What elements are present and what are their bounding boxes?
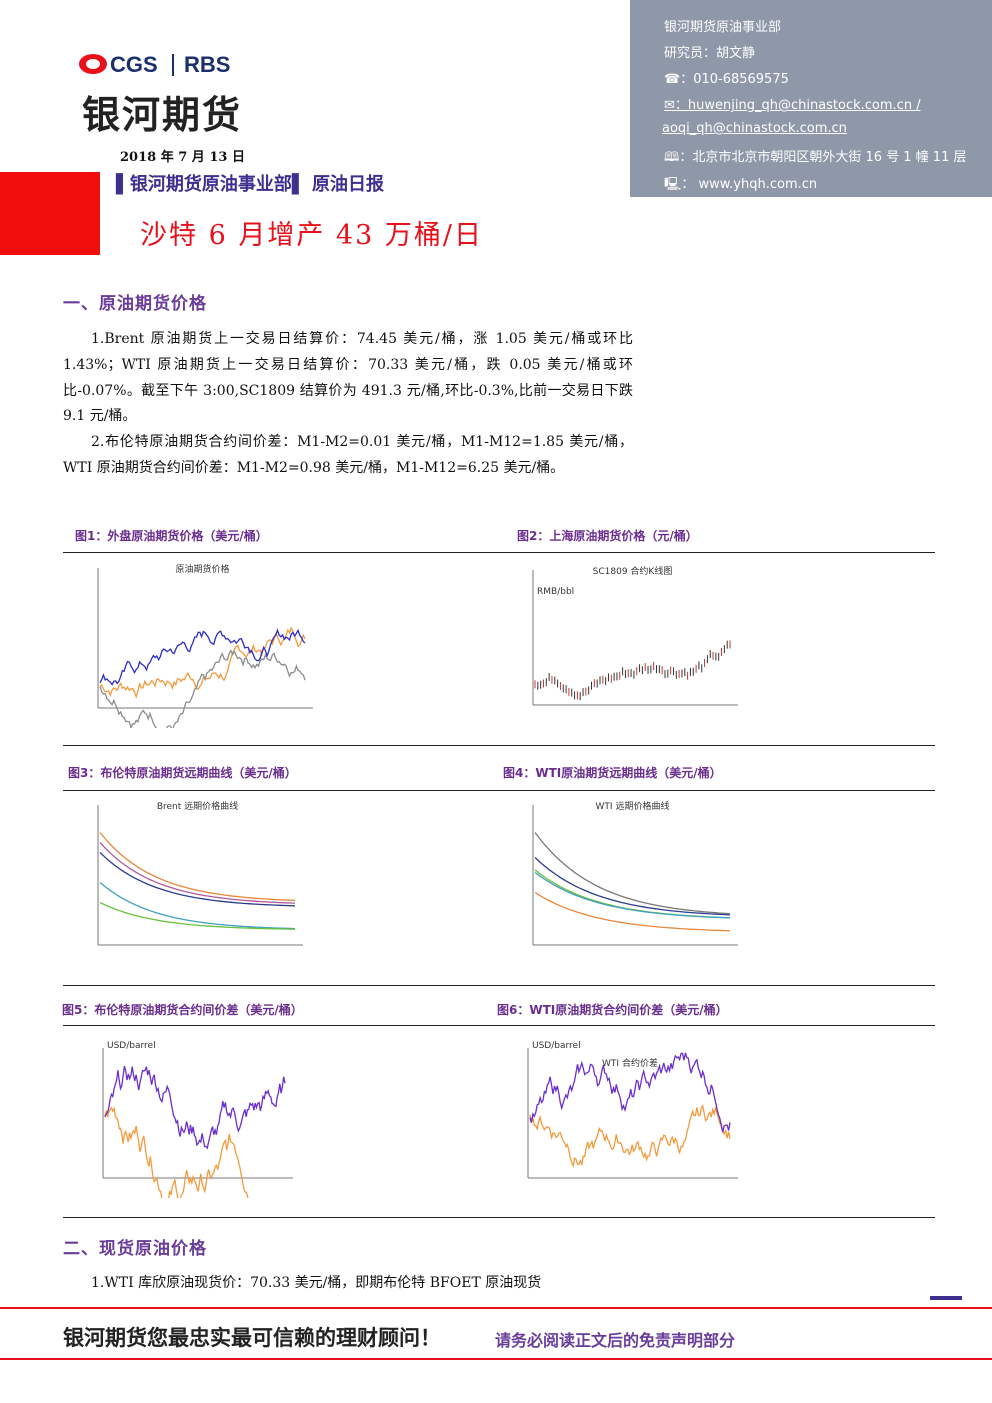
rule [63,985,935,986]
footer-rule [0,1307,992,1309]
figure-chart: 原油期货价格 [97,563,313,728]
figure-chart: USD/barrel [102,1041,293,1198]
logo-icon [79,54,107,74]
figure-chart: WTI 合约价差 USD/barrel [527,1041,738,1179]
chart-unit: USD/barrel [107,1041,156,1051]
figure-caption: 图3：布伦特原油期货远期曲线（美元/桶） [68,766,297,780]
contact-line: 银河期货原油事业部 [664,20,782,35]
curve [99,842,296,904]
contact-box: 银河期货原油事业部 研究员：胡文静 ☎：010-68569575 ✉：huwen… [630,0,992,197]
figure-caption: 图2：上海原油期货价格（元/桶） [517,529,698,543]
line [529,1052,731,1133]
rule [63,552,935,553]
contact-line: 🖳： www.yhqh.com.cn [664,177,818,192]
line [529,1104,731,1169]
logo-partner: RBS [184,52,231,77]
line [99,628,306,686]
curve [534,891,731,932]
chart-title: SC1809 合约K线图 [593,565,673,577]
headline: 沙特 6 月增产 43 万桶/日 [140,220,483,251]
footer-slogan: 银河期货您最忠实最可信赖的理财顾问！ [63,1326,441,1350]
curve [99,901,296,930]
chart-title: WTI 远期价格曲线 [596,800,670,812]
page-marker [930,1296,962,1300]
footer-rule [0,1358,992,1360]
paragraph: 1.WTI 库欣原油现货价：70.33 美元/桶，即期布伦特 BFOET 原油现… [91,1275,542,1291]
curve [99,832,296,902]
curve [99,852,296,907]
rule [63,790,935,791]
rule [63,1217,935,1218]
figure-caption: 图1：外盘原油期货价格（美元/桶） [75,529,268,543]
contact-line[interactable]: ✉：huwenjing_qh@chinastock.com.cn / [664,98,921,113]
chart-title: Brent 远期价格曲线 [157,800,238,812]
logo-brand: CGS [110,52,158,77]
rule [63,745,935,746]
logo-divider [172,54,174,76]
line [104,1106,251,1198]
department-bar: ▌银河期货原油事业部▌ 原油日报 [116,174,384,195]
curve [99,881,296,930]
curve [534,857,731,916]
rule [63,1025,935,1026]
figure-chart: WTI 远期价格曲线 [532,800,738,946]
line [99,649,306,728]
section-heading: 一、原油期货价格 [63,294,207,314]
figure-chart: Brent 远期价格曲线 [97,800,303,946]
figure-chart: SC1809 合约K线图 RMB/bbl [532,565,738,706]
figure-caption: 图5：布伦特原油期货合约间价差（美元/桶） [62,1003,303,1017]
chart-title: WTI 合约价差 [602,1057,658,1069]
figure-caption: 图4：WTI原油期货远期曲线（美元/桶） [503,766,722,780]
paragraph: 1.Brent 原油期货上一交易日结算价：74.45 美元/桶，涨 1.05 美… [63,331,633,425]
contact-line: 🕮：北京市北京市朝阳区朝外大街 16 号 1 幢 11 层 [664,150,967,165]
company-name: 银河期货 [82,93,243,137]
curve [534,871,731,919]
curve [534,832,731,915]
chart-unit: RMB/bbl [537,587,574,597]
footer-disclaimer[interactable]: 请务必阅读正文后的免责声明部分 [495,1331,736,1350]
contact-line: ☎：010-68569575 [664,72,789,87]
contact-line: 研究员：胡文静 [664,46,756,61]
figure-caption: 图6：WTI原油期货合约间价差（美元/桶） [497,1003,728,1017]
paragraph: 2.布伦特原油期货合约间价差：M1-M2=0.01 美元/桶，M1-M12=1.… [63,434,633,476]
line [99,626,306,699]
chart-title: 原油期货价格 [175,563,229,575]
report-date: 2018 年 7 月 13 日 [120,150,245,165]
contact-line[interactable]: aoqi_qh@chinastock.com.cn [662,121,847,136]
section-heading: 二、现货原油价格 [63,1239,207,1259]
line [104,1065,286,1150]
chart-unit: USD/barrel [532,1041,581,1051]
red-block [0,172,100,255]
